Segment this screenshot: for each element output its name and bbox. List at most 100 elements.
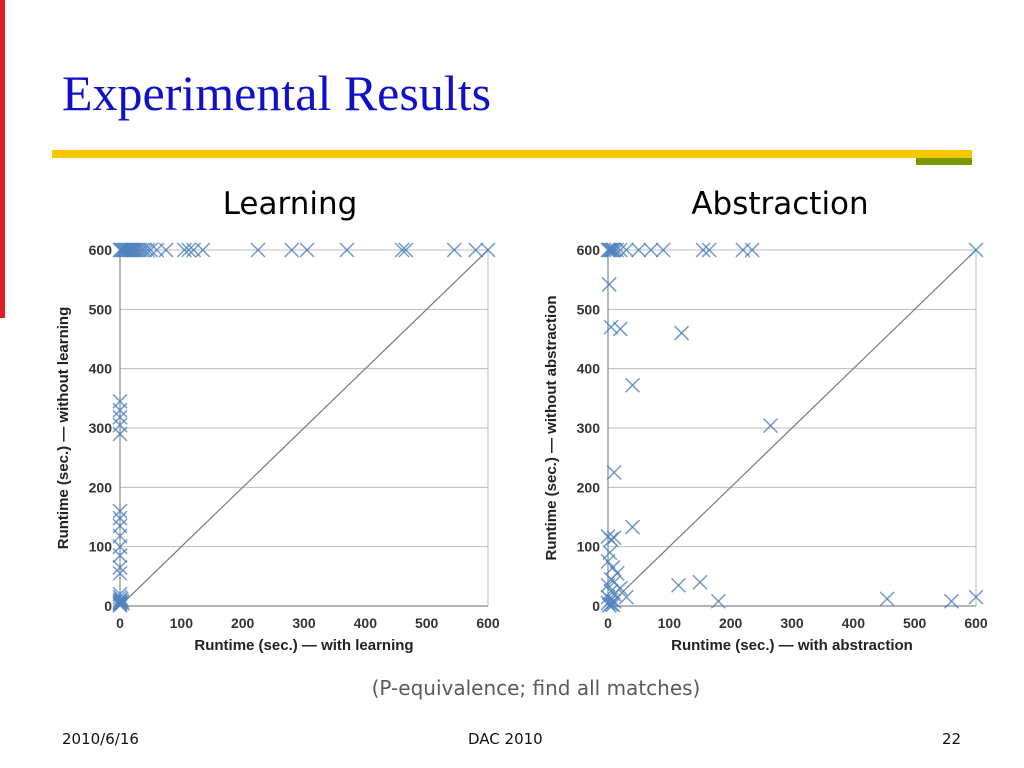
data-point-stroke [143,242,159,258]
data-point-stroke [299,242,315,258]
data-point [701,242,717,258]
y-tick-label: 500 [89,301,113,317]
y-tick-label: 400 [577,361,601,377]
data-point-stroke [600,595,616,611]
data-point-stroke [631,242,647,258]
data-point-stroke [112,594,128,610]
data-point-stroke [195,242,211,258]
x-tick-label: 0 [604,615,612,631]
data-point [601,597,617,613]
x-tick-label: 0 [116,615,124,631]
data-point [631,242,647,258]
data-point-stroke [671,577,687,593]
data-point-stroke [744,242,760,258]
title-underline-accent [916,158,972,165]
data-point-stroke [701,242,717,258]
data-point [112,594,128,610]
x-tick-label: 100 [170,615,194,631]
x-tick-label: 500 [903,615,927,631]
footer-event: DAC 2010 [468,730,543,748]
data-point-stroke [112,402,128,418]
reference-diagonal-line [607,249,977,607]
data-point [394,242,410,258]
x-tick-label: 600 [964,615,988,631]
data-point [603,532,619,548]
y-tick-label: 200 [577,479,601,495]
data-point-stroke [112,596,128,612]
data-point-stroke [601,597,617,613]
data-point-stroke [618,589,634,605]
y-tick-label: 600 [89,242,113,258]
data-point-stroke [394,242,410,258]
y-axis-title: Runtime (sec.) — without learning [55,307,72,550]
data-point [181,242,197,258]
y-tick-label: 0 [592,598,600,614]
data-point [600,595,616,611]
data-point-stroke [606,242,622,258]
x-tick-label: 100 [658,615,682,631]
data-point-stroke [112,409,128,425]
data-point [601,276,617,292]
data-point [643,242,659,258]
data-point [618,589,634,605]
data-point-stroke [132,242,148,258]
data-point-stroke [618,242,634,258]
data-point-stroke [879,591,895,607]
data-point [112,409,128,425]
data-point [446,242,462,258]
data-point [112,548,128,564]
data-point [692,574,708,590]
data-point [763,418,779,434]
data-point-stroke [250,242,266,258]
x-axis-title: Runtime (sec.) — with abstraction [671,637,913,654]
data-point [250,242,266,258]
data-point-stroke [137,242,153,258]
data-point-stroke [605,559,621,575]
data-point [398,242,414,258]
left-accent-bar [0,0,5,318]
data-point-stroke [129,242,145,258]
y-tick-label: 400 [89,361,113,377]
data-point-stroke [612,321,628,337]
data-point-stroke [112,510,128,526]
learning-chart-heading: Learning [222,186,358,222]
data-point-stroke [480,242,496,258]
data-point [625,519,641,535]
data-point-stroke [612,242,628,258]
data-point-stroke [605,597,621,613]
data-point [710,593,726,609]
data-point [674,325,690,341]
x-axis-title: Runtime (sec.) — with learning [194,637,413,654]
data-point-stroke [603,532,619,548]
data-point [114,595,130,611]
data-point [612,321,628,337]
data-point-stroke [398,242,414,258]
learning-scatter-plot: 0 100 200 300 400 500 600 0 100 200 300 400 500 600 Ru… [55,242,500,654]
data-point [112,503,128,519]
data-point [671,577,687,593]
y-tick-label: 0 [104,598,112,614]
data-point-stroke [968,589,984,605]
data-point-stroke [601,242,617,258]
data-point-stroke [114,593,130,609]
data-point-stroke [695,242,711,258]
chart-caption: (P-equivalence; find all matches) [371,676,701,700]
data-point [112,596,128,612]
title-underline [52,150,972,158]
data-point-stroke [158,242,174,258]
y-tick-label: 600 [577,242,601,258]
data-point-stroke [114,595,130,611]
data-point [601,242,617,258]
data-point [132,242,148,258]
data-point-stroke [284,242,300,258]
data-point [606,530,622,546]
x-tick-label: 200 [231,615,255,631]
x-tick-label: 300 [780,615,804,631]
data-point-stroke [603,319,619,335]
y-tick-label: 300 [577,420,601,436]
data-point-stroke [625,377,641,393]
data-point-stroke [113,591,129,607]
data-point [968,242,984,258]
data-point [612,242,628,258]
data-point-stroke [112,559,128,575]
